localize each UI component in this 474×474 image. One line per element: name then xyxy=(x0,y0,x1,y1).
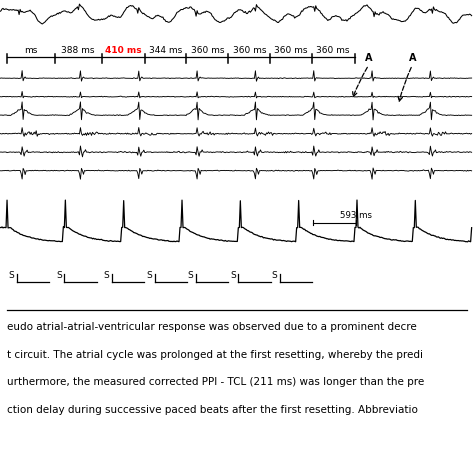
Text: A: A xyxy=(365,53,373,63)
Text: 388 ms: 388 ms xyxy=(62,46,95,55)
Text: 360 ms: 360 ms xyxy=(233,46,266,55)
Text: urthermore, the measured corrected PPI - TCL (211 ms) was longer than the pre: urthermore, the measured corrected PPI -… xyxy=(7,377,424,387)
Text: 360 ms: 360 ms xyxy=(274,46,308,55)
Text: 360 ms: 360 ms xyxy=(191,46,224,55)
Text: S: S xyxy=(9,271,14,280)
Text: A: A xyxy=(409,53,416,63)
Text: S: S xyxy=(146,271,152,280)
Text: S: S xyxy=(230,271,236,280)
Text: S: S xyxy=(56,271,62,280)
Text: 410 ms: 410 ms xyxy=(105,46,142,55)
Text: S: S xyxy=(188,271,193,280)
Text: 593 ms: 593 ms xyxy=(340,211,373,220)
Text: t circuit. The atrial cycle was prolonged at the first resetting, whereby the pr: t circuit. The atrial cycle was prolonge… xyxy=(7,350,423,360)
Text: ms: ms xyxy=(24,46,37,55)
Text: S: S xyxy=(272,271,277,280)
Text: 360 ms: 360 ms xyxy=(317,46,350,55)
Text: S: S xyxy=(103,271,109,280)
Text: 344 ms: 344 ms xyxy=(149,46,182,55)
Text: ction delay during successive paced beats after the first resetting. Abbreviatio: ction delay during successive paced beat… xyxy=(7,405,418,415)
Text: eudo atrial-atrial-ventricular response was observed due to a prominent decre: eudo atrial-atrial-ventricular response … xyxy=(7,322,417,332)
